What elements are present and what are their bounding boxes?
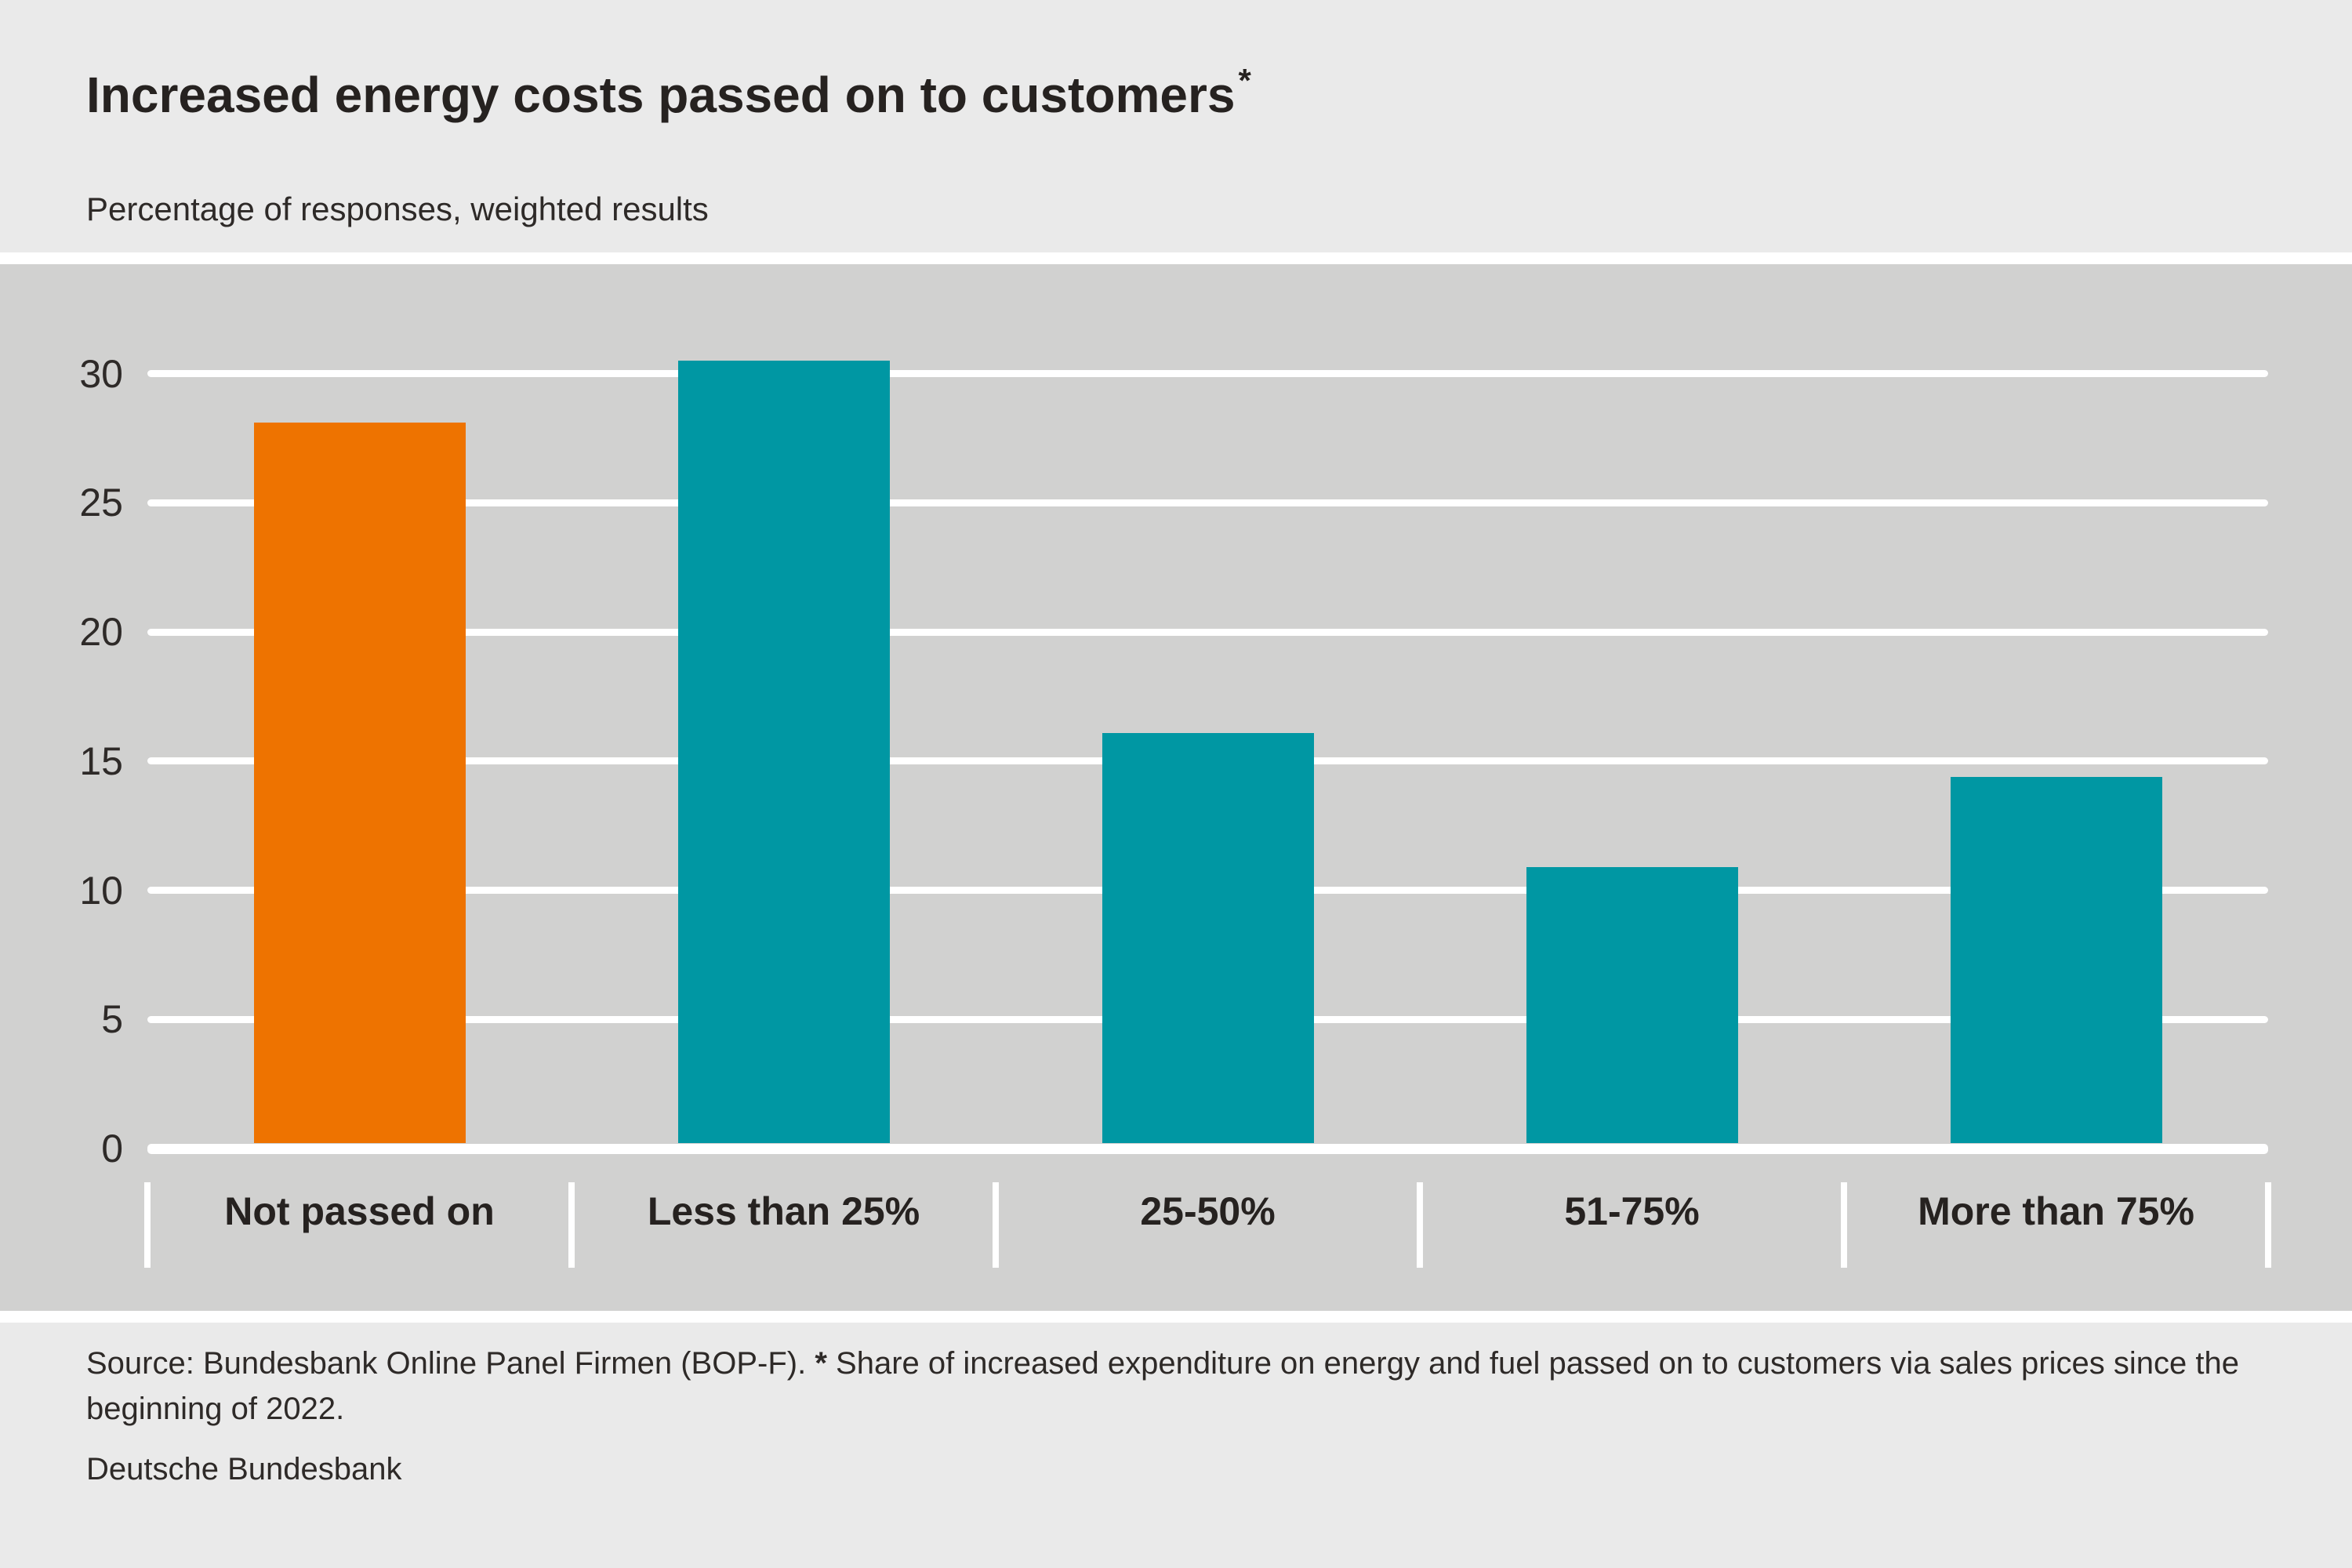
x-axis-tick-separator	[2265, 1182, 2271, 1268]
x-axis-category-label-4: 51-75%	[1564, 1189, 1700, 1233]
source-text: Source: Bundesbank Online Panel Firmen (…	[86, 1346, 807, 1381]
separator-band-top	[0, 252, 2352, 264]
x-axis-tick-separator	[1841, 1182, 1847, 1268]
bar-25-50-	[1102, 732, 1314, 1144]
x-axis-category-label-2: Less than 25%	[647, 1189, 920, 1233]
bar-less-than-25-	[677, 361, 890, 1144]
y-axis-tick-label-20: 20	[79, 610, 123, 654]
x-axis-tick-separator	[568, 1182, 575, 1268]
source-note: Source: Bundesbank Online Panel Firmen (…	[86, 1341, 2291, 1432]
separator-band-bottom	[0, 1311, 2352, 1323]
page-title-text: Increased energy costs passed on to cust…	[86, 67, 1236, 123]
page-title: Increased energy costs passed on to cust…	[86, 62, 1251, 124]
x-axis-tick-separator	[1417, 1182, 1423, 1268]
footnote-text: Share of increased expenditure on energy…	[86, 1346, 2239, 1426]
x-axis-category-label-1: Not passed on	[224, 1189, 495, 1233]
y-axis-tick-label-5: 5	[101, 997, 123, 1042]
footnote-asterisk-marker: *	[815, 1346, 827, 1381]
bar-not-passed-on	[253, 423, 466, 1144]
gridline-25	[147, 499, 2268, 506]
bar-more-than-75-	[1950, 776, 2162, 1144]
x-axis-tick-separator	[993, 1182, 999, 1268]
gridline-30	[147, 370, 2268, 377]
y-axis-tick-label-0: 0	[101, 1127, 123, 1171]
plot-area: 0 5 10 15 20 25 30 Not passed on Less than 25% 25…	[0, 264, 2352, 1311]
y-axis-tick-label-30: 30	[79, 351, 123, 396]
x-axis-zero-line	[147, 1143, 2268, 1154]
gridline-20	[147, 628, 2268, 636]
publisher-label: Deutsche Bundesbank	[86, 1452, 402, 1486]
y-axis-tick-label-25: 25	[79, 481, 123, 525]
bar-51-75-	[1526, 866, 1738, 1144]
y-axis-tick-label-15: 15	[79, 739, 123, 783]
x-axis-category-label-5: More than 75%	[1918, 1189, 2194, 1233]
title-asterisk-marker: *	[1238, 62, 1251, 99]
chart-subtitle: Percentage of responses, weighted result…	[86, 191, 709, 227]
y-axis-tick-label-10: 10	[79, 868, 123, 913]
x-axis-tick-separator	[144, 1182, 151, 1268]
x-axis-category-label-3: 25-50%	[1140, 1189, 1276, 1233]
